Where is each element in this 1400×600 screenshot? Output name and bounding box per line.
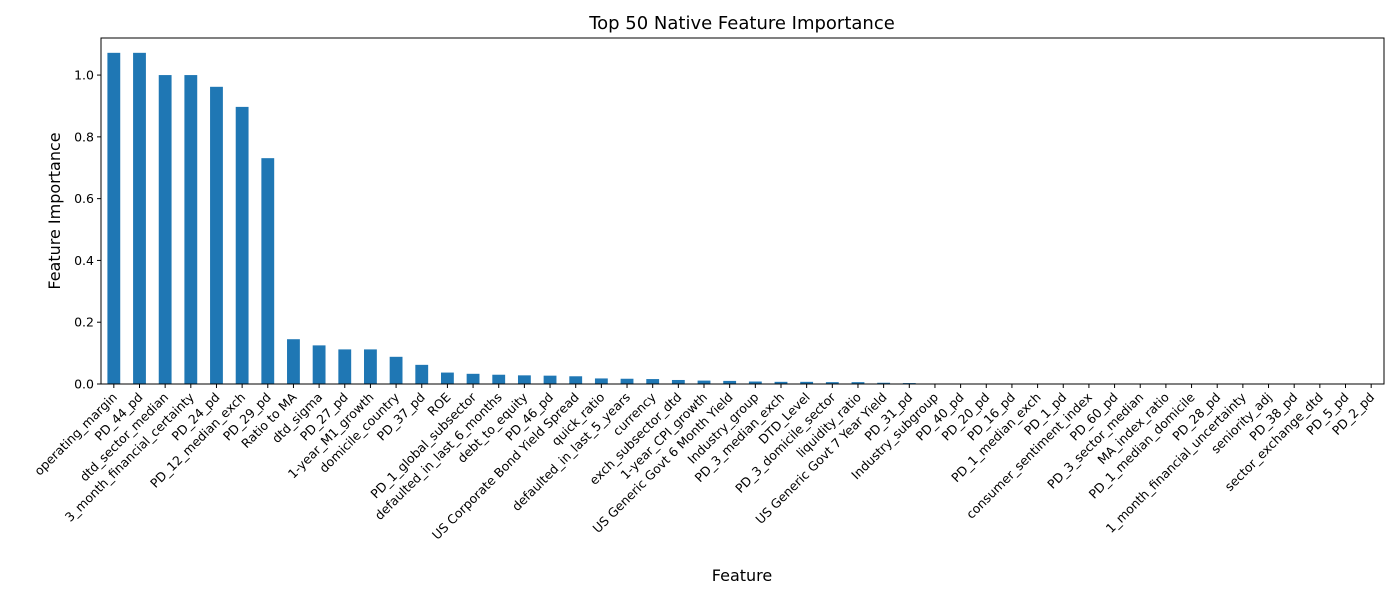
bar-15 (492, 374, 506, 384)
bar-13 (441, 372, 454, 384)
bar-9 (338, 349, 352, 384)
bar-17 (543, 375, 557, 384)
bar-11 (389, 356, 403, 384)
y-axis-title: Feature Importance (45, 132, 64, 289)
bar-0 (107, 52, 121, 384)
bar-19 (594, 378, 608, 384)
bar-14 (466, 373, 480, 384)
y-tick-label: 1.0 (74, 68, 94, 83)
y-tick-label: 0.2 (74, 315, 94, 330)
bar-28 (825, 382, 839, 384)
bar-series (107, 52, 916, 384)
bar-24 (723, 380, 737, 384)
bar-26 (774, 381, 788, 384)
y-tick-label: 0.8 (74, 129, 94, 144)
plot-area-frame (100, 37, 1385, 385)
x-axis: operating_marginPD_44_pddtd_sector_media… (31, 384, 1377, 542)
y-tick-label: 0.4 (74, 253, 94, 268)
y-tick-label: 0.0 (74, 377, 94, 392)
chart-title: Top 50 Native Feature Importance (588, 13, 895, 34)
bar-23 (697, 380, 711, 384)
bar-21 (646, 379, 660, 384)
bar-3 (184, 75, 198, 384)
bar-30 (877, 382, 891, 384)
bar-16 (517, 375, 531, 384)
bar-8 (312, 345, 326, 384)
bar-12 (415, 364, 429, 384)
bar-2 (158, 75, 172, 384)
bar-27 (800, 381, 814, 384)
bar-25 (748, 381, 762, 384)
bar-5 (235, 106, 249, 384)
bar-4 (210, 86, 223, 384)
bar-18 (569, 376, 583, 384)
bar-10 (364, 349, 377, 384)
bar-1 (133, 52, 146, 384)
bar-22 (671, 379, 685, 384)
bar-29 (851, 382, 865, 384)
bar-6 (261, 158, 275, 384)
y-tick-label: 0.6 (74, 191, 94, 206)
x-axis-title: Feature (712, 566, 772, 585)
y-axis: 0.0 0.2 0.4 0.6 0.8 1.0 (74, 68, 101, 392)
bar-7 (287, 339, 300, 384)
bar-20 (620, 378, 634, 384)
